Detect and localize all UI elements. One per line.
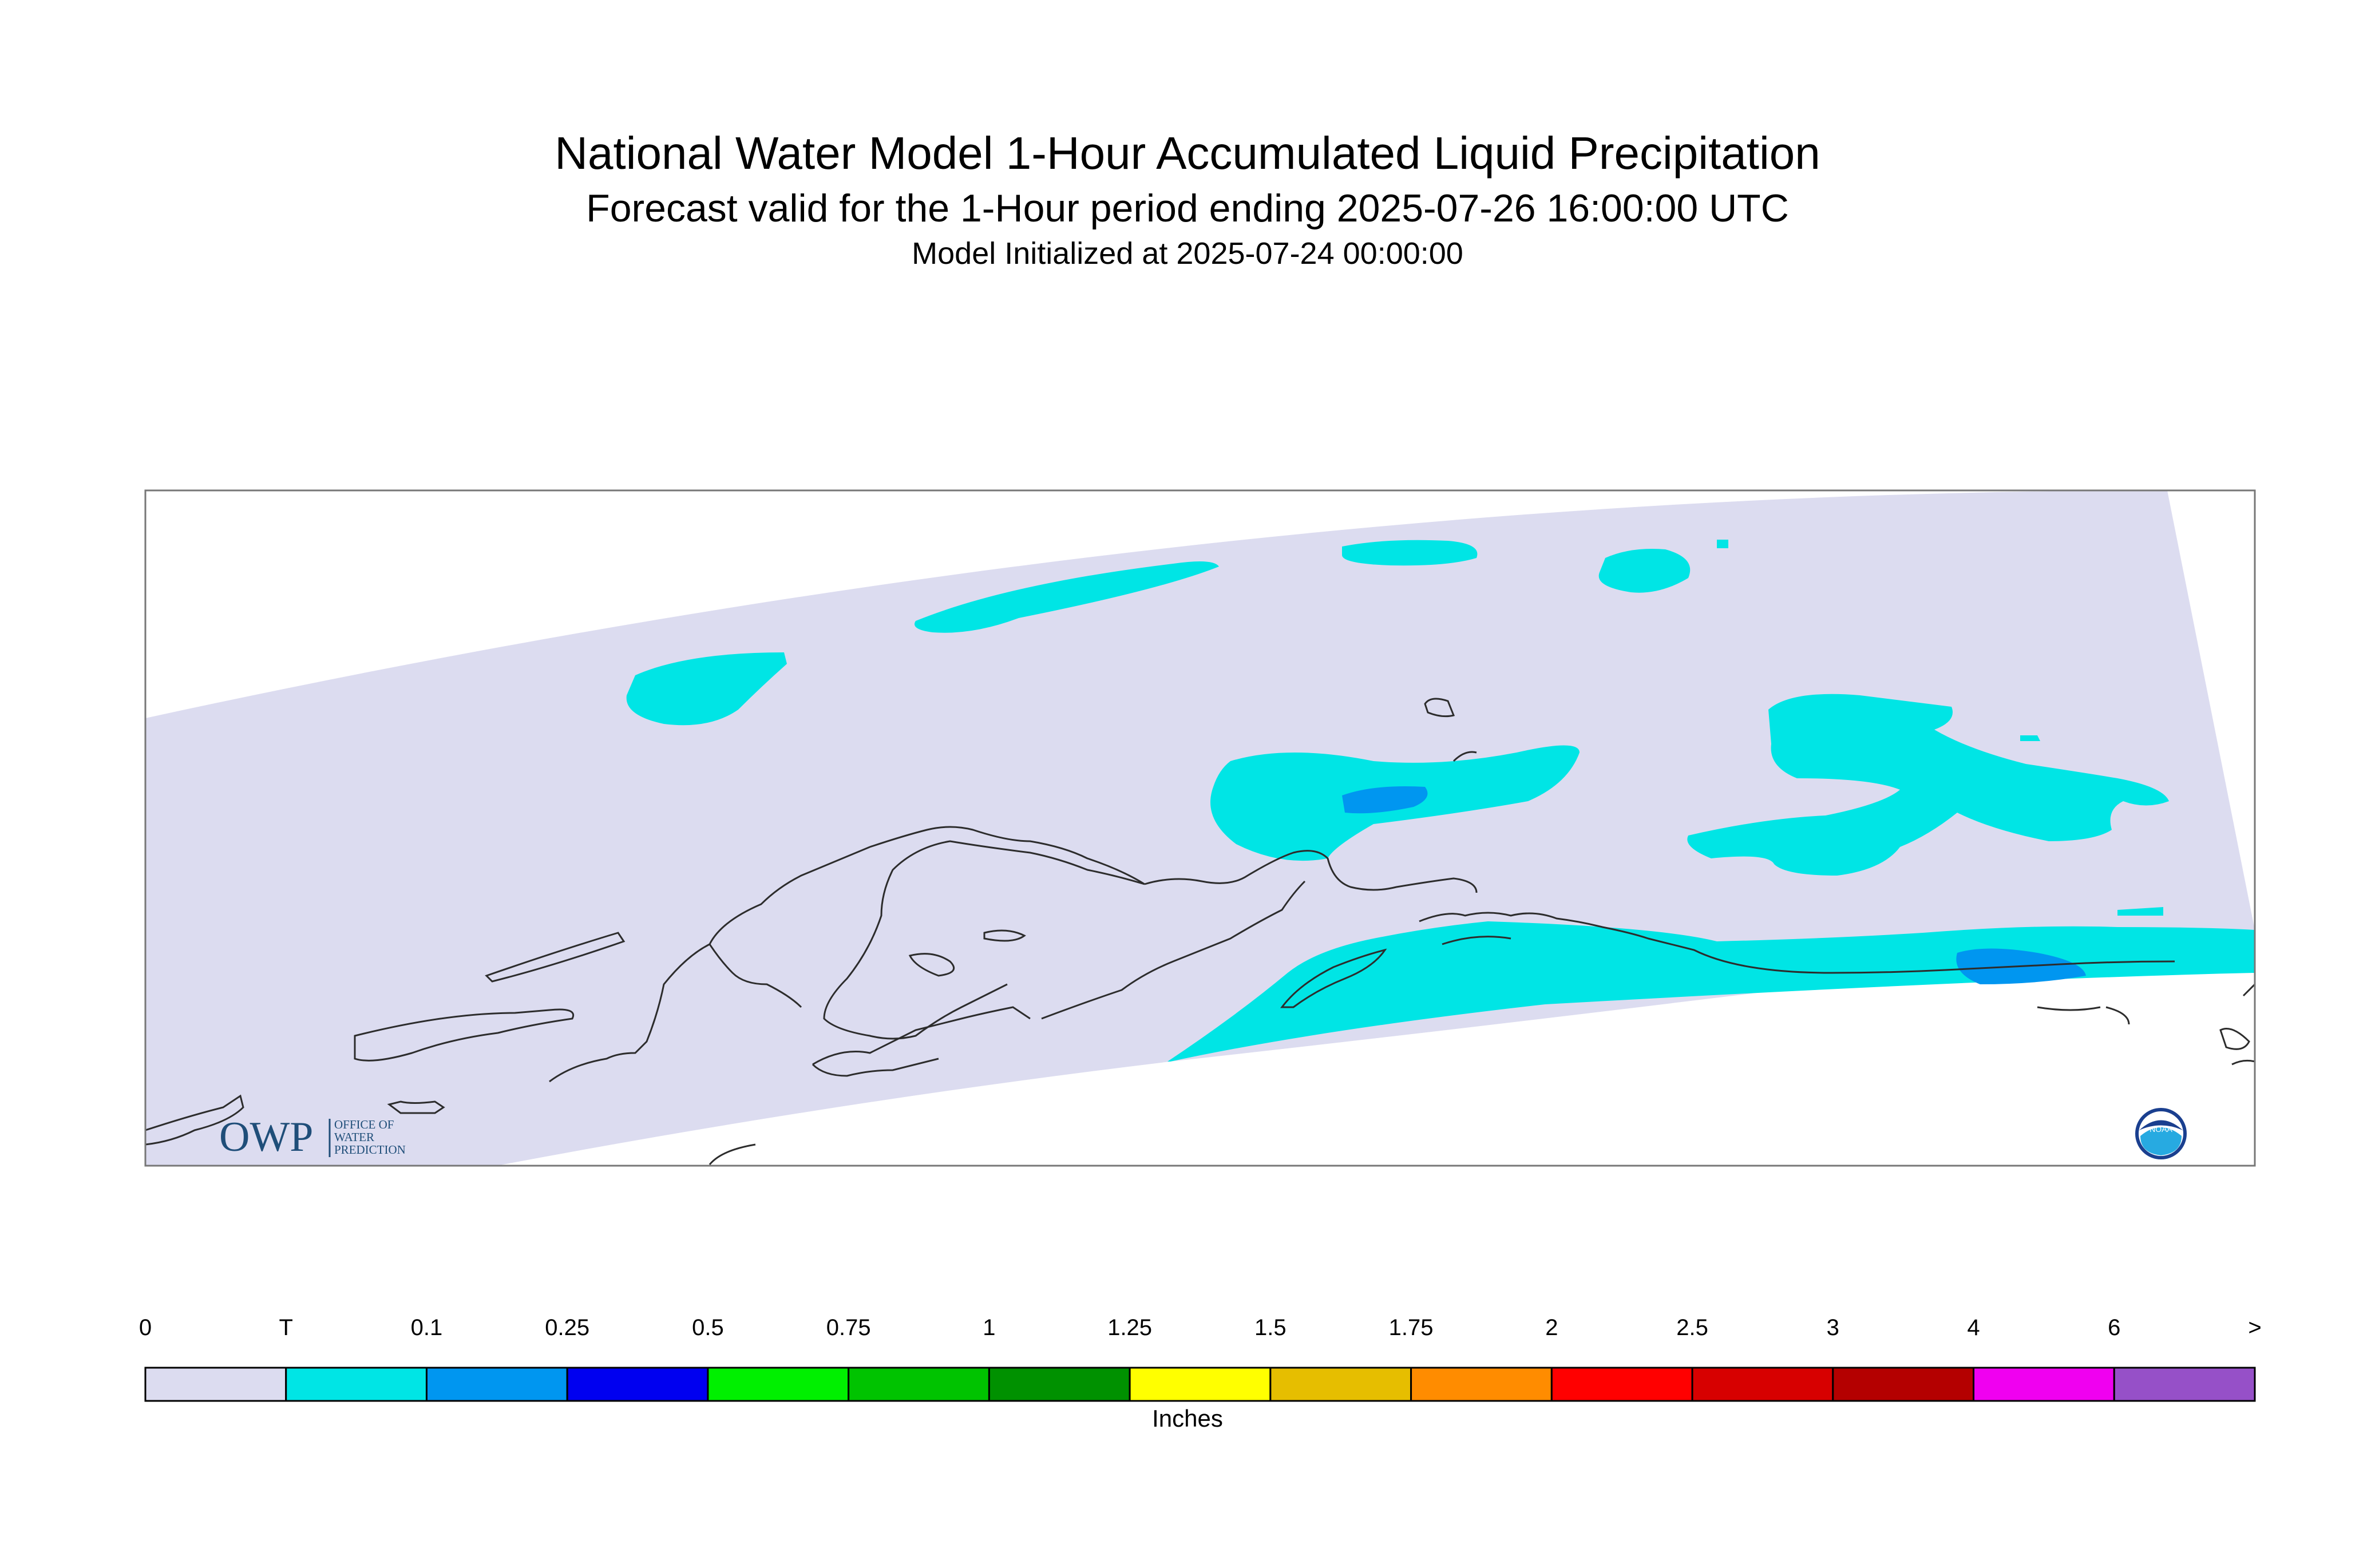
coastline — [485, 932, 626, 983]
coastline — [145, 1094, 244, 1146]
owp-logo: OWP OFFICE OF WATER PREDICTION — [219, 1114, 406, 1161]
legend-swatch — [1973, 1367, 2115, 1402]
coastline — [2105, 1006, 2130, 1025]
coastline — [1419, 912, 2175, 974]
trace-area — [1342, 540, 1478, 566]
legend-label: 1.25 — [1107, 1315, 1153, 1340]
coastline — [2037, 1006, 2101, 1011]
noaa-logo-icon: NOAA — [2135, 1108, 2187, 1159]
trace-area — [1717, 540, 1728, 548]
coastline — [1041, 880, 1306, 1020]
coastline — [2231, 1059, 2255, 1066]
trace-area — [2020, 735, 2040, 741]
legend-swatch — [988, 1367, 1131, 1402]
owp-letters: OWP — [219, 1114, 313, 1161]
model-domain — [145, 490, 2255, 1166]
legend-label: 0.5 — [692, 1315, 724, 1340]
coastlines — [145, 698, 2255, 1165]
legend-label: 1.75 — [1388, 1315, 1434, 1340]
coastline — [1452, 751, 1477, 762]
legend-swatch — [144, 1367, 287, 1402]
owp-line-1: OFFICE OF — [334, 1118, 394, 1131]
legend-label: 6 — [2108, 1315, 2121, 1340]
legend-swatch — [2113, 1367, 2256, 1402]
coastline — [1280, 948, 1387, 1008]
legend-swatch — [425, 1367, 568, 1402]
coastline — [354, 1008, 575, 1062]
legend-units: Inches — [1152, 1405, 1223, 1432]
legend-swatch — [1269, 1367, 1412, 1402]
legend-label: 1.5 — [1254, 1315, 1287, 1340]
light-area — [1342, 786, 1428, 814]
legend-swatch — [1832, 1367, 1975, 1402]
legend-label: 2 — [1545, 1315, 1558, 1340]
coastline — [708, 1143, 756, 1165]
trace-area — [915, 561, 1219, 633]
legend-label: 4 — [1967, 1315, 1980, 1340]
model-init-text: Model Initialized at 2025-07-24 00:00:00 — [912, 236, 1463, 271]
noaa-text: NOAA — [2150, 1124, 2172, 1134]
legend-label: > — [2248, 1315, 2262, 1340]
map-title: National Water Model 1-Hour Accumulated … — [555, 128, 1820, 179]
coastline — [708, 944, 802, 1008]
trace-area — [2117, 907, 2163, 916]
coastline — [1424, 698, 1455, 718]
coastline — [812, 1058, 939, 1077]
coastline — [549, 826, 1145, 1083]
legend-swatch — [707, 1367, 850, 1402]
legend-label: 3 — [1826, 1315, 1839, 1340]
legend-swatch — [1410, 1367, 1553, 1402]
legend-swatch — [1129, 1367, 1272, 1402]
legend-label: 0.25 — [545, 1315, 590, 1340]
legend-label: T — [279, 1315, 293, 1340]
coastline — [2242, 983, 2255, 997]
legend-swatch — [566, 1367, 709, 1402]
coastline — [2219, 1028, 2250, 1050]
owp-line-3: PREDICTION — [334, 1143, 406, 1157]
legend-swatch — [1691, 1367, 1834, 1402]
coastline — [1144, 850, 1478, 893]
legend-swatch — [1550, 1367, 1693, 1402]
trace-area — [626, 652, 787, 726]
coastline — [1442, 936, 1511, 945]
trace-area — [1598, 549, 1691, 593]
legend-label: 0 — [138, 1315, 152, 1340]
map-subtitle: Forecast valid for the 1-Hour period end… — [586, 187, 1789, 230]
coastline — [908, 953, 955, 977]
coastline — [812, 1006, 1031, 1066]
legend-swatch — [285, 1367, 428, 1402]
legend-swatch — [848, 1367, 990, 1402]
legend-label: 1 — [983, 1315, 996, 1340]
trace-area — [1687, 694, 2169, 876]
legend-label: 2.5 — [1676, 1315, 1708, 1340]
coastline — [387, 1100, 445, 1114]
owp-line-2: WATER — [334, 1130, 374, 1144]
coastline — [983, 929, 1026, 942]
legend-label: 0.75 — [826, 1315, 871, 1340]
legend-color-bar — [144, 1367, 2256, 1402]
legend-label: 0.1 — [410, 1315, 443, 1340]
map-frame — [144, 489, 2256, 1167]
